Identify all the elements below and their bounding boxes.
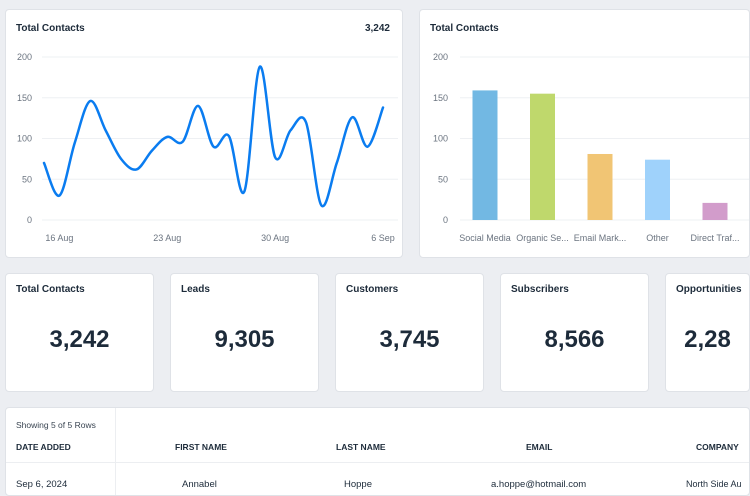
x-tick-label: Other	[646, 233, 669, 243]
col-date-added[interactable]: DATE ADDED	[16, 442, 71, 452]
y-tick-label: 150	[17, 93, 32, 103]
cell-first-name: Annabel	[182, 479, 217, 490]
stat-label: Total Contacts	[16, 284, 85, 295]
series-line	[42, 65, 385, 208]
y-tick-label: 0	[443, 215, 448, 225]
y-tick-label: 200	[17, 52, 32, 62]
col-email[interactable]: EMAIL	[526, 442, 553, 452]
x-tick-label: 16 Aug	[45, 233, 73, 243]
line-chart-title: Total Contacts	[16, 23, 85, 34]
x-tick-label: 6 Sep	[371, 233, 395, 243]
stat-label: Leads	[181, 284, 210, 295]
x-tick-label: Organic Se...	[516, 233, 569, 243]
bar-chart-title: Total Contacts	[430, 23, 499, 34]
y-tick-label: 150	[433, 93, 448, 103]
stat-label: Subscribers	[511, 284, 569, 295]
col-first-name[interactable]: FIRST NAME	[175, 442, 227, 452]
stat-card-customers[interactable]: Customers 3,745	[335, 273, 484, 392]
stat-card-opportunities[interactable]: Opportunities 2,28	[665, 273, 750, 392]
cell-email[interactable]: a.hoppe@hotmail.com	[491, 479, 587, 490]
stat-value: 3,745	[379, 326, 440, 353]
x-tick-label: 23 Aug	[153, 233, 181, 243]
bar-chart-card: Total Contacts 0 50 100 150 200 Social Media O…	[419, 9, 750, 258]
col-company[interactable]: COMPANY	[696, 442, 739, 452]
stat-value: 8,566	[544, 326, 605, 353]
column-divider	[115, 408, 116, 495]
bar-email-mark-	[587, 153, 613, 220]
y-tick-label: 50	[22, 174, 32, 184]
row-count: Showing 5 of 5 Rows	[16, 420, 96, 430]
x-tick-label: Direct Traf...	[690, 233, 739, 243]
y-tick-label: 0	[27, 215, 32, 225]
bar-social-media	[472, 90, 498, 220]
stat-card-subscribers[interactable]: Subscribers 8,566	[500, 273, 649, 392]
stat-card-total-contacts[interactable]: Total Contacts 3,242	[5, 273, 154, 392]
stat-card-leads[interactable]: Leads 9,305	[170, 273, 319, 392]
x-tick-label: 30 Aug	[261, 233, 289, 243]
stat-value: 2,28	[684, 326, 731, 353]
cell-date: Sep 6, 2024	[16, 479, 68, 490]
col-last-name[interactable]: LAST NAME	[336, 442, 386, 452]
contacts-table: Showing 5 of 5 Rows DATE ADDED FIRST NAM…	[5, 407, 750, 496]
x-tick-label: Social Media	[459, 233, 511, 243]
line-chart-total: 3,242	[364, 23, 390, 34]
bar-direct-traf-	[702, 202, 728, 220]
y-tick-label: 200	[433, 52, 448, 62]
header-divider	[6, 462, 749, 463]
bar-other	[645, 159, 670, 220]
stat-label: Opportunities	[676, 284, 742, 295]
line-chart-card: Total Contacts 3,242 0 50 100 150 200 16 Aug 2…	[5, 9, 403, 258]
cell-company: North Side Au	[686, 479, 742, 489]
y-tick-label: 50	[438, 174, 448, 184]
bar-chart: 0 50 100 150 200 Social Media Organic Se... Ema…	[433, 52, 749, 243]
x-tick-label: Email Mark...	[574, 233, 627, 243]
cell-last-name: Hoppe	[344, 479, 372, 490]
stat-value: 3,242	[49, 326, 110, 353]
y-tick-label: 100	[17, 134, 32, 144]
stat-value: 9,305	[214, 326, 275, 353]
y-tick-label: 100	[433, 134, 448, 144]
bar-organic-se-	[530, 93, 555, 220]
stat-label: Customers	[346, 284, 399, 295]
line-chart: 0 50 100 150 200 16 Aug 23 Aug 30 Aug 6 Sep	[17, 52, 398, 243]
